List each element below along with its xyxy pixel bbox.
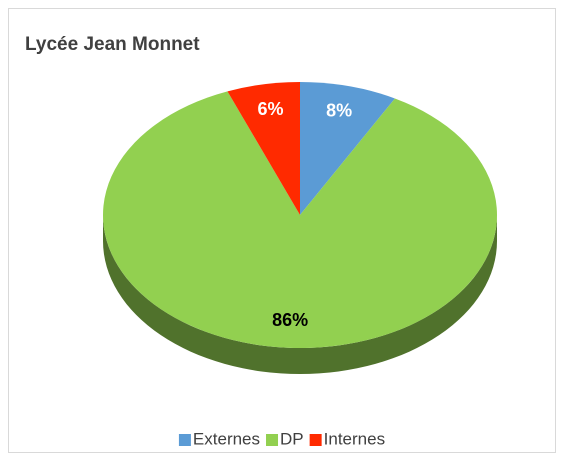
legend-label: Internes <box>324 429 385 448</box>
legend-label: DP <box>280 429 304 448</box>
legend-swatch <box>178 434 191 446</box>
pie-slice <box>300 82 395 215</box>
chart-title: Lycée Jean Monnet <box>25 34 200 55</box>
pie-slice <box>102 91 497 349</box>
data-label: 6% <box>257 99 283 119</box>
pie-slice <box>227 82 300 215</box>
pie-slice-side <box>103 215 497 374</box>
data-label: 8% <box>326 101 352 121</box>
data-label: 86% <box>272 310 308 330</box>
legend-label: Externes <box>193 429 260 448</box>
legend-swatch <box>309 434 322 446</box>
legend-swatch <box>266 434 279 446</box>
